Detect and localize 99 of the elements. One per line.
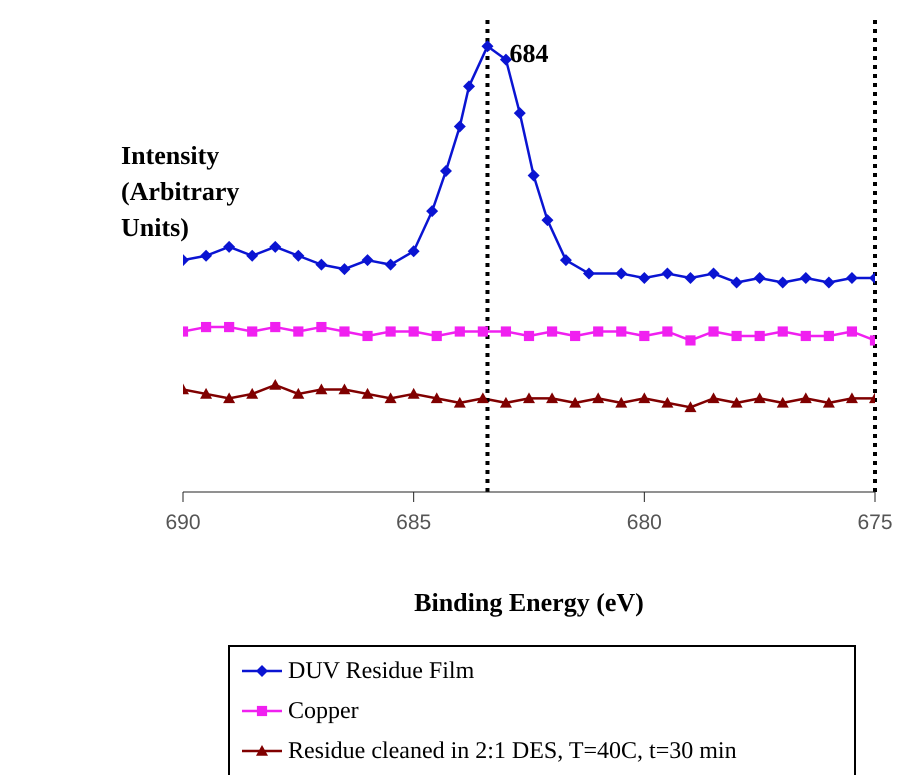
point xyxy=(362,330,373,342)
point xyxy=(338,383,350,394)
point xyxy=(246,250,258,262)
point xyxy=(638,272,650,284)
point xyxy=(684,401,696,412)
point xyxy=(463,80,476,92)
point xyxy=(270,322,280,332)
point xyxy=(778,326,788,337)
point xyxy=(200,322,212,332)
point xyxy=(824,330,834,342)
point xyxy=(430,392,443,404)
point xyxy=(754,272,766,284)
point xyxy=(269,240,282,253)
point xyxy=(615,268,628,280)
point xyxy=(730,396,743,408)
point xyxy=(662,326,672,337)
point xyxy=(776,276,789,288)
point xyxy=(846,272,858,284)
point xyxy=(661,396,674,408)
point xyxy=(754,330,765,342)
point xyxy=(500,326,512,337)
point xyxy=(292,250,304,262)
point xyxy=(708,268,720,280)
point xyxy=(546,392,558,404)
point xyxy=(593,326,604,337)
point xyxy=(426,205,438,218)
point xyxy=(362,388,374,399)
point xyxy=(408,326,419,337)
point xyxy=(476,392,489,404)
point xyxy=(638,392,650,404)
point xyxy=(754,392,766,404)
point xyxy=(684,272,696,284)
legend-label: Residue cleaned in 2:1 DES, T=40C, t=30 min xyxy=(288,738,737,764)
point xyxy=(685,335,696,346)
point xyxy=(247,326,258,337)
point xyxy=(246,388,258,399)
point xyxy=(408,245,420,258)
x-tick-label: 675 xyxy=(857,510,893,534)
point xyxy=(528,169,540,182)
point xyxy=(339,326,350,337)
point xyxy=(570,330,580,342)
point xyxy=(800,392,812,404)
point xyxy=(454,120,466,132)
point xyxy=(822,276,835,288)
point xyxy=(846,392,858,404)
point xyxy=(223,240,236,253)
point xyxy=(592,392,604,404)
point xyxy=(481,40,494,52)
point xyxy=(639,330,650,342)
point xyxy=(223,392,236,404)
point xyxy=(732,330,742,342)
point xyxy=(200,250,212,262)
point xyxy=(800,272,812,284)
point xyxy=(338,263,350,276)
point xyxy=(478,326,488,337)
point xyxy=(582,268,595,280)
point xyxy=(615,396,628,408)
x-axis-title: Binding Energy (eV) xyxy=(413,588,645,618)
legend-label: DUV Residue Film xyxy=(288,658,474,684)
point xyxy=(432,330,442,342)
legend-label: Copper xyxy=(288,698,359,724)
point xyxy=(224,322,234,332)
point xyxy=(293,326,304,337)
point xyxy=(408,388,420,399)
point xyxy=(822,396,835,408)
point xyxy=(524,330,534,342)
point xyxy=(800,330,811,342)
point xyxy=(514,107,526,120)
point xyxy=(846,326,858,337)
point xyxy=(440,165,452,178)
point xyxy=(708,392,720,404)
point xyxy=(776,396,789,408)
point xyxy=(384,392,397,404)
point xyxy=(315,258,328,271)
point xyxy=(269,379,282,390)
annotation: 684 xyxy=(509,39,548,68)
point xyxy=(616,326,626,337)
point xyxy=(500,396,512,408)
x-tick-label: 685 xyxy=(396,510,432,534)
point xyxy=(708,326,719,337)
point xyxy=(730,276,743,288)
point xyxy=(200,388,212,399)
y-axis-title: Intensity (Arbitrary Units) xyxy=(121,140,240,244)
x-tick-label: 680 xyxy=(626,510,662,534)
point xyxy=(569,396,582,408)
point xyxy=(362,254,374,266)
point xyxy=(384,258,397,271)
point xyxy=(560,254,572,266)
point xyxy=(546,326,558,337)
point xyxy=(541,214,554,226)
point xyxy=(523,392,535,404)
x-tick-label: 690 xyxy=(165,510,201,534)
point xyxy=(292,388,304,399)
point xyxy=(315,383,328,394)
point xyxy=(454,396,466,408)
point xyxy=(661,268,674,280)
point xyxy=(386,326,396,337)
point xyxy=(454,326,465,337)
point xyxy=(316,322,326,332)
